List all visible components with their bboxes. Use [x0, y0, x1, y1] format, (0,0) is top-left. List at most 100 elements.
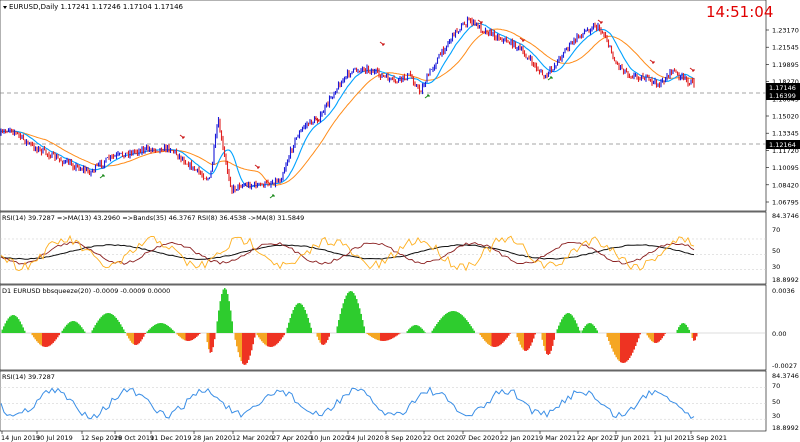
bbsqueeze-bar-73 [118, 321, 120, 333]
bbsqueeze-bar-271 [433, 328, 435, 333]
bbsqueeze-bar-58 [96, 322, 98, 333]
time-axis-label-12: 7 Dec 2020 [462, 434, 499, 442]
bbsqueeze-bar-222 [351, 291, 353, 333]
bbsqueeze-bar-28 [46, 333, 48, 347]
bbsqueeze-bar-415 [679, 324, 681, 333]
trade-signal-arrows [99, 19, 695, 199]
bbsqueeze-bar-133 [211, 333, 213, 353]
bbsqueeze-bar-151 [237, 333, 239, 353]
bbsqueeze-bar-93 [146, 331, 148, 333]
bbsqueeze-bar-223 [353, 293, 355, 333]
bbsqueeze-bar-226 [357, 303, 359, 333]
bbsqueeze-bar-125 [194, 333, 196, 339]
bbsqueeze-bar-241 [380, 333, 382, 341]
bbsqueeze-bar-41 [66, 324, 68, 333]
bbsqueeze-bar-348 [559, 322, 561, 333]
bbsqueeze-bar-83 [132, 333, 134, 345]
bbsqueeze-bar-67 [109, 313, 111, 333]
bbsqueeze-bar-346 [556, 329, 558, 333]
bbsqueeze-panel[interactable] [0, 284, 767, 371]
rsi14-panel[interactable] [0, 370, 767, 432]
bbsqueeze-bar-236 [372, 333, 374, 338]
bbsqueeze-bar-371 [593, 325, 595, 333]
bbsqueeze-bar-256 [406, 331, 408, 333]
time-axis-label-18: 3 Sep 2021 [690, 434, 727, 442]
bbsqueeze-bar-372 [595, 328, 597, 333]
bbsqueeze-bar-292 [464, 318, 466, 333]
bbsqueeze-bar-147 [231, 321, 233, 333]
bbsqueeze-bar-152 [239, 333, 241, 358]
signal-arrow-12 [179, 134, 185, 139]
bbsqueeze-bar-414 [678, 327, 680, 333]
symbol-dropdown-icon[interactable] [3, 6, 7, 9]
bbsqueeze-bar-110 [172, 329, 174, 333]
bbsqueeze-bar-135 [214, 333, 216, 340]
bbsqueeze-bar-267 [423, 330, 425, 333]
bbsqueeze-bar-142 [224, 288, 226, 333]
signal-arrow-1 [269, 194, 275, 199]
bbsqueeze-bar-251 [395, 333, 397, 337]
bbsqueeze-bar-94 [148, 329, 150, 333]
bbsqueeze-bar-50 [79, 325, 81, 333]
bbsqueeze-bar-358 [574, 320, 576, 333]
bbsqueeze-bar-363 [581, 330, 583, 333]
rsi-axis-label-3: 30 [772, 263, 780, 271]
rsi-panel[interactable] [0, 211, 767, 285]
bbsqueeze-bar-273 [436, 324, 438, 333]
bbsqueeze-bar-333 [533, 333, 535, 339]
bbsqueeze-bar-217 [344, 299, 346, 333]
bbsqueeze-bar-289 [460, 313, 462, 333]
bbsqueeze-bar-190 [295, 304, 297, 333]
bbsqueeze-bar-405 [655, 333, 657, 343]
bbsqueeze-bar-314 [500, 333, 502, 345]
bbsqueeze-bar-207 [324, 333, 326, 345]
bbsqueeze-bar-263 [417, 325, 419, 333]
bbsqueeze-bar-8 [12, 315, 14, 333]
bbsqueeze-bar-62 [102, 315, 104, 333]
bbsqueeze-bar-283 [451, 311, 453, 333]
bbsqueeze-bar-21 [36, 333, 38, 342]
bbsqueeze-bar-285 [454, 311, 456, 333]
bbsqueeze-bar-57 [94, 325, 96, 333]
bbsqueeze-axis-label-2: -0.0027 [772, 362, 797, 370]
main-price-panel[interactable] [0, 0, 767, 212]
bbsqueeze-bar-417 [682, 323, 684, 333]
bbsqueeze-bar-339 [546, 333, 548, 354]
price-axis-label-9: 1.08420 [772, 181, 799, 189]
bbsqueeze-bar-178 [277, 333, 279, 343]
bbsqueeze-bar-312 [497, 333, 499, 347]
rsi-axis-label-1: 70 [772, 226, 780, 234]
bbsqueeze-bar-407 [658, 333, 660, 342]
bbsqueeze-bar-130 [206, 333, 208, 343]
bbsqueeze-bar-128 [199, 333, 201, 335]
bbsqueeze-bar-216 [342, 303, 344, 333]
bbsqueeze-bar-297 [472, 328, 474, 333]
bbsqueeze-bar-274 [437, 322, 439, 333]
bbsqueeze-bar-245 [386, 333, 388, 341]
price-axis-label-7: 1.11720 [772, 147, 799, 155]
bbsqueeze-bar-420 [687, 327, 689, 333]
bbsqueeze-bar-237 [374, 333, 376, 339]
bbsqueeze-bar-319 [508, 333, 510, 336]
bbsqueeze-bar-12 [18, 319, 20, 333]
bbsqueeze-bar-294 [467, 322, 469, 333]
bbsqueeze-bar-195 [303, 307, 305, 333]
bbsqueeze-bar-318 [506, 333, 508, 338]
bbsqueeze-bar-277 [442, 316, 444, 333]
bbsqueeze-bar-259 [411, 326, 413, 333]
bbsqueeze-bar-424 [693, 333, 695, 341]
bbsqueeze-bar-66 [108, 313, 110, 333]
bbsqueeze-bar-313 [499, 333, 501, 346]
rsi14-axis-label-1: 70 [772, 382, 780, 390]
bbsqueeze-bar-287 [457, 312, 459, 333]
bbsqueeze-bar-162 [254, 333, 256, 338]
bbsqueeze-bar-343 [552, 333, 554, 346]
bbsqueeze-bar-370 [592, 324, 594, 333]
bbsqueeze-bar-166 [259, 333, 261, 340]
bbsqueeze-bar-126 [196, 333, 198, 337]
bbsqueeze-bar-158 [248, 333, 250, 360]
bbsqueeze-bar-52 [82, 329, 84, 333]
bbsqueeze-bar-340 [547, 333, 549, 355]
